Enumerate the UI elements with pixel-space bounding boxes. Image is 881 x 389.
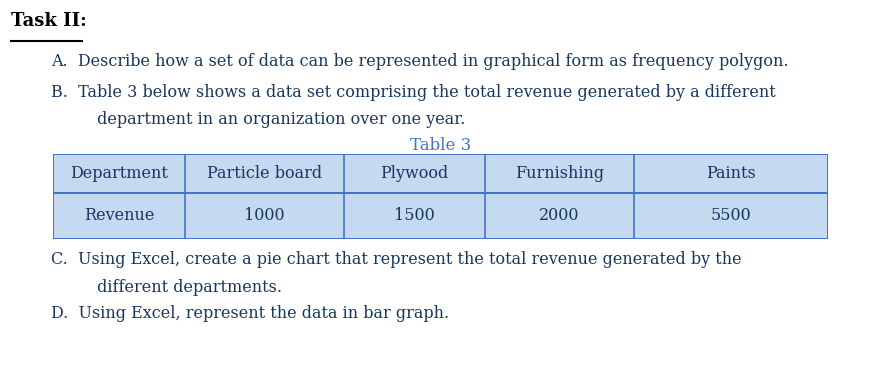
Text: department in an organization over one year.: department in an organization over one y… bbox=[51, 111, 465, 128]
Text: Department: Department bbox=[70, 165, 168, 182]
Text: Plywood: Plywood bbox=[380, 165, 448, 182]
Text: Paints: Paints bbox=[707, 165, 756, 182]
Text: different departments.: different departments. bbox=[51, 279, 282, 296]
Bar bbox=[53, 154, 828, 193]
Text: Furnishing: Furnishing bbox=[515, 165, 604, 182]
Text: B.  Table 3 below shows a data set comprising the total revenue generated by a d: B. Table 3 below shows a data set compri… bbox=[51, 84, 776, 101]
Text: 1500: 1500 bbox=[394, 207, 434, 224]
Text: Table 3: Table 3 bbox=[410, 137, 471, 154]
Text: A.  Describe how a set of data can be represented in graphical form as frequency: A. Describe how a set of data can be rep… bbox=[51, 53, 788, 70]
Text: C.  Using Excel, create a pie chart that represent the total revenue generated b: C. Using Excel, create a pie chart that … bbox=[51, 251, 742, 268]
Text: Revenue: Revenue bbox=[84, 207, 154, 224]
Text: Particle board: Particle board bbox=[207, 165, 322, 182]
Text: D.  Using Excel, represent the data in bar graph.: D. Using Excel, represent the data in ba… bbox=[51, 305, 449, 322]
Bar bbox=[53, 193, 828, 239]
Text: 2000: 2000 bbox=[539, 207, 580, 224]
Text: 1000: 1000 bbox=[244, 207, 285, 224]
Text: Task II:: Task II: bbox=[11, 12, 87, 30]
Text: 5500: 5500 bbox=[711, 207, 751, 224]
